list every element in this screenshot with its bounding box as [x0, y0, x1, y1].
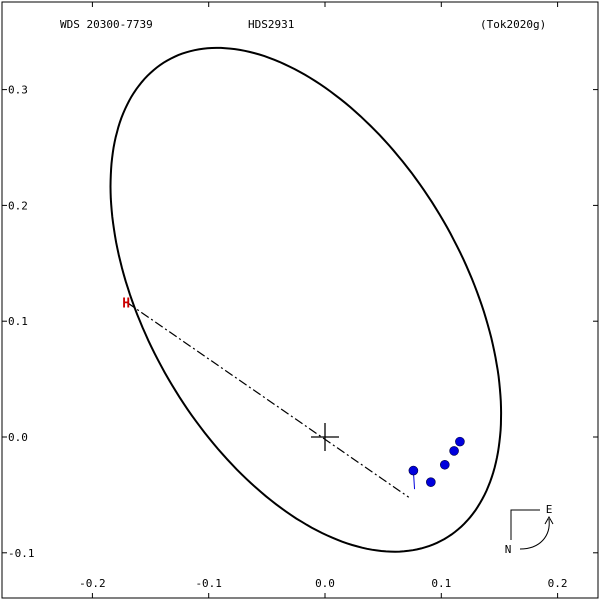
compass-arrowhead [544, 515, 554, 525]
header-reference: (Tok2020g) [480, 18, 546, 31]
observation-point [408, 465, 419, 476]
y-tick-label: -0.1 [8, 547, 35, 560]
periastron-marker: H [122, 297, 130, 312]
x-tick-label: 0.0 [315, 577, 335, 590]
observation-point [439, 459, 450, 470]
primary-star-layer [311, 423, 339, 451]
line-of-nodes [126, 302, 410, 498]
y-tick-label: 0.3 [8, 84, 28, 97]
compass-axes [510, 509, 540, 540]
y-tick-label: 0.0 [8, 431, 28, 444]
x-tick-label: -0.1 [195, 577, 222, 590]
compass-rose: NE [505, 503, 554, 556]
header-discoverer: HDS2931 [248, 18, 294, 31]
observations-layer [408, 436, 465, 490]
orbit-layer [109, 46, 503, 553]
y-tick-label: 0.2 [8, 199, 28, 212]
x-tick-label: 0.1 [431, 577, 451, 590]
header-designation: WDS 20300-7739 [60, 18, 153, 31]
compass-north-label: N [505, 543, 512, 556]
x-tick-label: -0.2 [79, 577, 106, 590]
observation-point [449, 446, 459, 456]
observation-point [426, 477, 436, 487]
compass-east-label: E [546, 503, 553, 516]
orbit-ellipse [109, 46, 503, 553]
observation-point [455, 436, 465, 447]
x-tick-label: 0.2 [548, 577, 568, 590]
line-of-nodes-layer: H [122, 297, 410, 498]
y-tick-label: 0.1 [8, 315, 28, 328]
compass-rotation-arc [519, 518, 550, 550]
